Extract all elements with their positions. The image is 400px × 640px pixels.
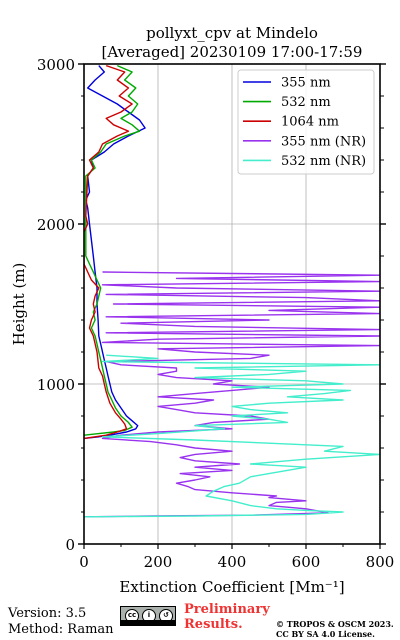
plot-area (84, 64, 380, 518)
y-tick-label: 3000 (37, 56, 75, 74)
series-line-0 (84, 65, 146, 440)
method-label: Method: Raman (8, 622, 114, 637)
series-line-2 (84, 64, 133, 440)
x-tick-label: 0 (79, 553, 89, 571)
x-tick-label: 400 (218, 553, 247, 571)
legend-label: 532 nm (281, 95, 331, 110)
copyright-line1: © TROPOS & OSCM 2023. (276, 619, 394, 629)
legend-label: 355 nm (281, 76, 331, 91)
axis-ticks: 0 200 400 600 800 0 1000 2000 3000 (37, 56, 395, 571)
extinction-profile-chart: pollyxt_cpv at Mindelo [Averaged] 202301… (10, 24, 395, 596)
series-line-1 (84, 64, 141, 436)
y-tick-label: 1000 (37, 376, 75, 394)
x-tick-label: 600 (292, 553, 321, 571)
legend-label: 532 nm (NR) (281, 154, 366, 169)
chart-subtitle: [Averaged] 20230109 17:00-17:59 (102, 43, 363, 61)
legend-box (237, 69, 375, 175)
chart-title: pollyxt_cpv at Mindelo (146, 24, 318, 42)
copyright-line2: CC BY SA 4.0 License. (276, 629, 375, 639)
cc-license-badge: cc i ↺ (120, 606, 176, 626)
y-tick-label: 0 (65, 536, 75, 554)
x-tick-label: 200 (144, 553, 173, 571)
series-line-3 (84, 271, 380, 518)
series-line-4 (84, 354, 380, 518)
legend: 355 nm 532 nm 1064 nm 355 nm (NR) 532 nm (NR… (237, 69, 375, 175)
y-tick-label: 2000 (37, 216, 75, 234)
preliminary-results-note: Preliminary Results. (184, 602, 270, 632)
legend-label: 355 nm (NR) (281, 134, 366, 149)
x-axis-label: Extinction Coefficient [Mm⁻¹] (119, 578, 344, 596)
legend-label: 1064 nm (281, 115, 339, 130)
y-axis-label: Height (m) (10, 263, 28, 346)
preliminary-line1: Preliminary (184, 602, 270, 617)
version-label: Version: 3.5 (8, 606, 87, 621)
x-tick-label: 800 (366, 553, 395, 571)
preliminary-line2: Results. (184, 617, 243, 632)
copyright-note: © TROPOS & OSCM 2023. CC BY SA 4.0 Licen… (276, 619, 394, 639)
